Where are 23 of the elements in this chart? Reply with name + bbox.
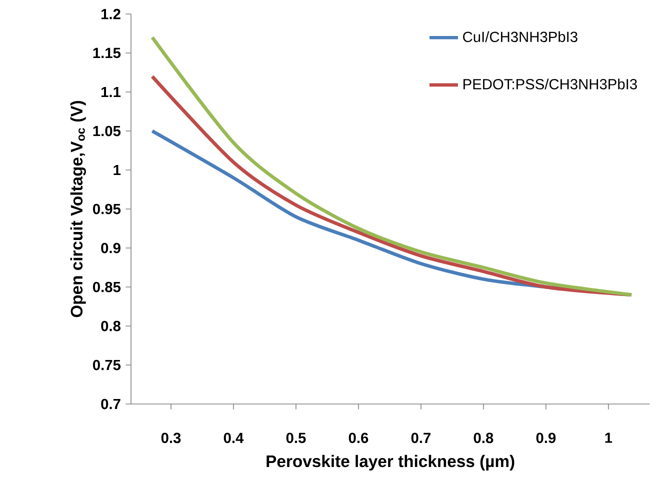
y-tick-label: 0.85 [93,282,121,292]
y-tick-label: 0.7 [101,398,120,410]
y-tick-label: 0.8 [101,320,120,332]
y-axis-title: Open circuit Voltage,V$_{oc}$ (V) [70,100,86,318]
x-tick-label: 0.4 [224,432,244,444]
x-tick-label: 0.6 [348,432,368,444]
y-tick-label: 1.2 [101,8,120,20]
y-tick-label: 0.95 [93,204,121,214]
legend-label: PEDOT:PSS/CH3NH3PbI3 [464,78,637,90]
x-axis-title: Perovskite layer thickness (µm) [266,454,514,470]
x-tick-label: 0.9 [536,432,556,444]
x-tick-label: 0.3 [161,432,181,444]
legend-label: CuI/CH3NH3PbI3 [463,31,578,42]
y-tick-label: 1.15 [93,48,121,58]
x-tick-label: 1 [605,432,612,443]
y-tick-label: 1 [114,164,121,176]
x-tick-label: 0.5 [286,432,306,444]
x-tick-label: 0.8 [474,432,494,444]
y-tick-label: 1.1 [101,86,121,98]
y-tick-label: 0.75 [93,360,121,370]
y-tick-label: 0.9 [101,242,120,254]
y-tick-label: 1.05 [93,126,121,136]
x-tick-label: 0.7 [411,432,430,444]
